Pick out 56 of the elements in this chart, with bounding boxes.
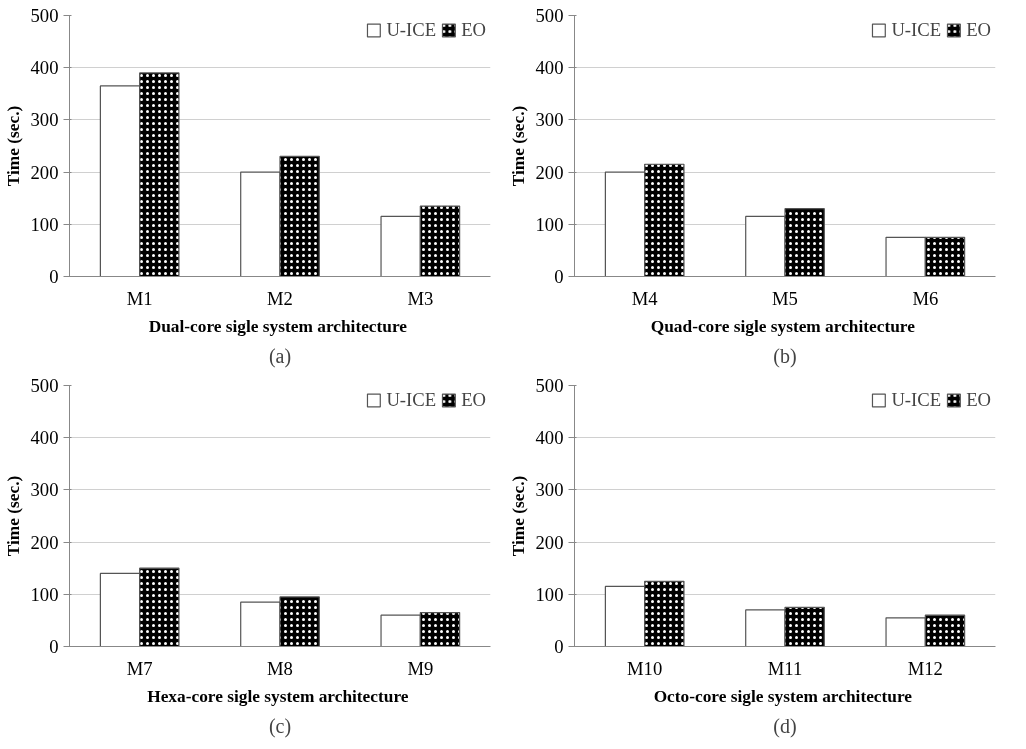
y-tick-label: 100 <box>30 213 59 235</box>
x-tick-label: M9 <box>407 657 434 679</box>
legend-label: U-ICE <box>891 19 942 41</box>
legend-label: EO <box>461 19 486 41</box>
y-axis-title: Time (sec.) <box>3 475 23 557</box>
x-tick-label: M12 <box>907 657 943 679</box>
x-tick-label: M11 <box>767 657 803 679</box>
x-tick-label: M5 <box>772 287 798 309</box>
y-tick-label: 300 <box>535 109 564 131</box>
legend-label: U-ICE <box>891 389 942 411</box>
x-tick-label: M7 <box>126 657 153 679</box>
x-axis-title: Dual-core sigle system architecture <box>148 316 408 336</box>
x-axis-title: Quad-core sigle system architecture <box>650 316 916 336</box>
y-tick-label: 0 <box>49 266 59 287</box>
y-tick-label: 300 <box>30 479 59 501</box>
x-tick-label: M3 <box>407 287 434 309</box>
x-tick-label: M10 <box>627 657 663 679</box>
x-tick-label: M2 <box>267 287 293 309</box>
y-tick-label: 500 <box>30 375 59 396</box>
y-tick-label: 300 <box>535 479 564 501</box>
text: (b) <box>773 344 797 368</box>
y-tick-label: 200 <box>535 531 564 553</box>
y-tick-label: 200 <box>30 531 59 553</box>
y-tick-label: 500 <box>30 5 59 26</box>
x-tick-label: M4 <box>631 287 659 309</box>
legend-label: EO <box>966 19 991 41</box>
legend-label: U-ICE <box>386 19 437 41</box>
y-tick-label: 400 <box>30 57 59 79</box>
y-tick-label: 400 <box>535 57 564 79</box>
y-tick-label: 200 <box>30 161 59 183</box>
y-tick-label: 100 <box>535 583 564 605</box>
x-tick-label: M8 <box>267 657 293 679</box>
y-tick-label: 100 <box>535 213 564 235</box>
y-axis-title: Time (sec.) <box>508 475 528 557</box>
y-tick-label: 100 <box>30 583 59 605</box>
y-axis-title: Time (sec.) <box>508 105 528 187</box>
y-tick-label: 0 <box>49 636 59 657</box>
x-axis-title: Octo-core sigle system architecture <box>653 686 913 706</box>
y-tick-label: 500 <box>535 5 564 26</box>
x-tick-label: M1 <box>126 287 153 309</box>
y-tick-label: 400 <box>30 427 59 449</box>
text: (a) <box>268 344 292 368</box>
y-axis-title: Time (sec.) <box>3 105 23 187</box>
text: (d) <box>773 714 797 738</box>
y-tick-label: 400 <box>535 427 564 449</box>
y-tick-label: 200 <box>535 161 564 183</box>
y-tick-label: 0 <box>554 636 564 657</box>
y-tick-label: 0 <box>554 266 564 287</box>
legend-label: U-ICE <box>386 389 437 411</box>
legend-label: EO <box>461 389 486 411</box>
y-tick-label: 500 <box>535 375 564 396</box>
legend-label: EO <box>966 389 991 411</box>
x-tick-label: M6 <box>912 287 939 309</box>
x-axis-title: Hexa-core sigle system architecture <box>147 686 409 706</box>
text: (c) <box>268 714 292 738</box>
y-tick-label: 300 <box>30 109 59 131</box>
